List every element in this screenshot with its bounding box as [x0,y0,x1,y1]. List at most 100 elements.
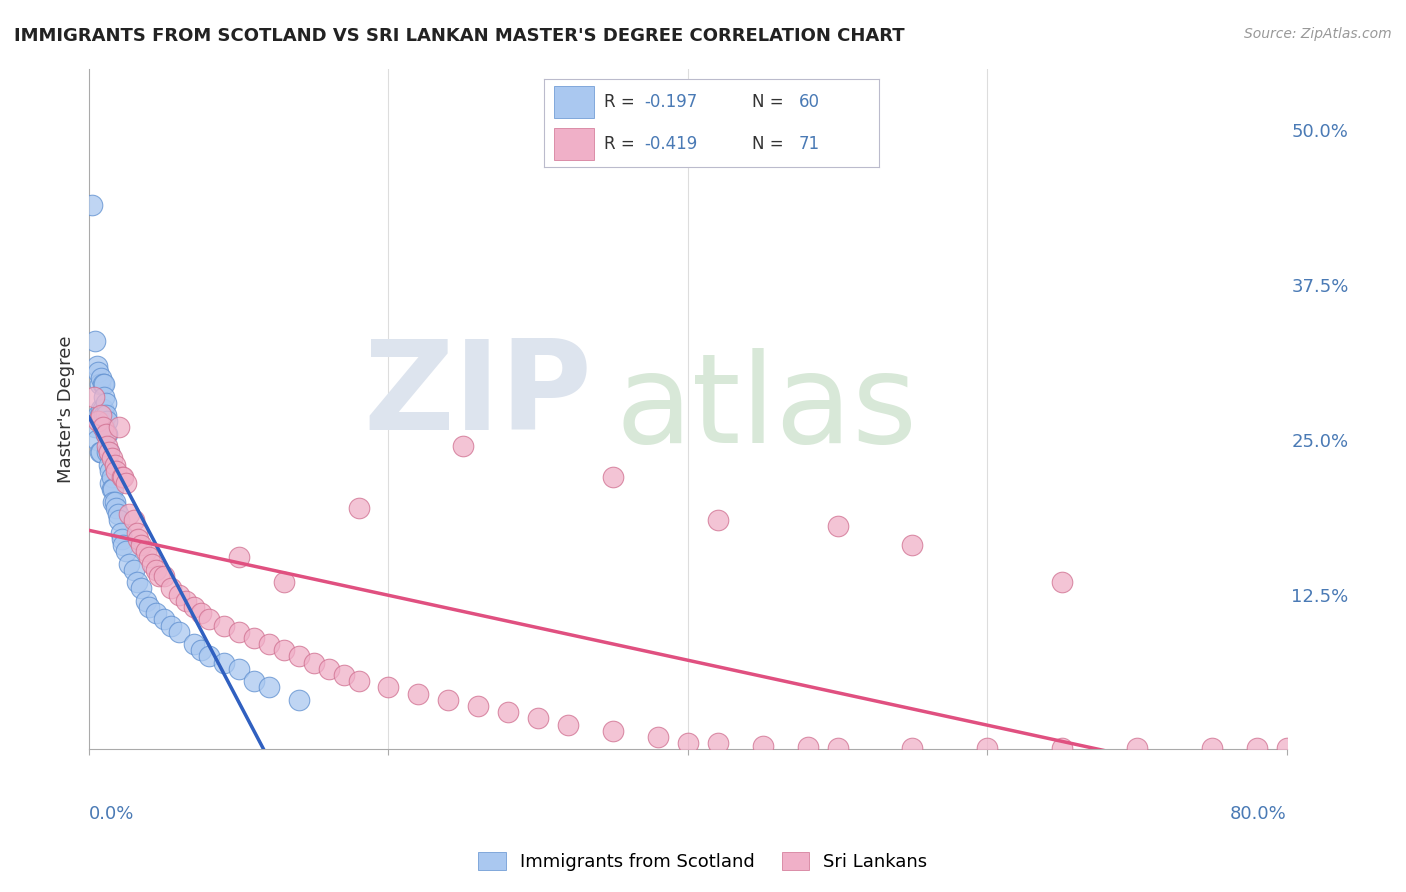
Point [198,649,221,664]
Point [183,599,205,614]
Point [107,507,129,521]
Text: 0.0%: 0.0% [89,805,135,823]
Point [901,538,924,552]
Point [112,470,135,484]
Point [84,334,107,348]
Text: IMMIGRANTS FROM SCOTLAND VS SRI LANKAN MASTER'S DEGREE CORRELATION CHART: IMMIGRANTS FROM SCOTLAND VS SRI LANKAN M… [14,27,904,45]
Point [90,445,112,459]
Text: atlas: atlas [616,349,918,469]
Point [287,692,309,706]
Point [347,500,370,515]
Point [100,483,122,497]
Point [138,599,160,614]
Point [257,637,280,651]
Point [145,606,167,620]
Point [90,408,112,422]
Point [97,445,120,459]
Point [93,377,115,392]
Point [1126,741,1149,756]
Point [242,674,264,689]
Point [167,624,190,639]
Point [602,470,624,484]
Point [122,513,145,527]
Point [287,649,309,664]
Point [257,681,280,695]
Point [101,494,124,508]
Point [105,464,128,478]
Point [101,483,124,497]
Point [212,656,235,670]
Point [135,544,157,558]
Point [93,420,115,434]
Point [141,557,163,571]
Point [86,359,108,373]
Point [212,618,235,632]
Point [676,736,699,750]
Point [90,401,112,416]
Point [97,458,120,472]
Point [108,420,131,434]
Point [94,408,117,422]
Point [1050,741,1073,756]
Point [138,550,160,565]
Point [115,544,138,558]
Point [527,711,550,725]
Point [96,426,118,441]
Point [318,662,340,676]
Point [496,705,519,719]
Point [976,741,998,756]
Point [96,439,118,453]
Point [87,408,110,422]
Point [602,723,624,738]
Point [183,637,205,651]
Point [93,408,115,422]
Point [453,439,475,453]
Point [90,371,112,385]
Point [91,420,114,434]
Point [751,739,773,753]
Point [707,513,730,527]
Point [160,618,183,632]
Point [176,593,198,607]
Point [1201,741,1223,756]
Point [112,538,135,552]
Point [125,525,148,540]
Point [94,426,117,441]
Point [111,470,134,484]
Point [1246,741,1268,756]
Point [91,401,114,416]
Point [98,464,121,478]
Point [94,426,117,441]
Legend: Immigrants from Scotland, Sri Lankans: Immigrants from Scotland, Sri Lankans [471,845,935,879]
Point [127,532,149,546]
Point [827,519,849,533]
Point [89,408,111,422]
Point [332,668,354,682]
Point [87,365,110,379]
Point [105,500,128,515]
Text: Source: ZipAtlas.com: Source: ZipAtlas.com [1244,27,1392,41]
Point [198,612,221,626]
Point [153,612,176,626]
Point [115,476,138,491]
Point [408,687,430,701]
Point [437,692,460,706]
Point [827,741,849,756]
Point [796,739,818,754]
Point [93,390,115,404]
Point [145,563,167,577]
Point [110,525,132,540]
Point [98,476,121,491]
Point [89,377,111,392]
Point [167,588,190,602]
Point [302,656,325,670]
Point [228,550,250,565]
Point [103,494,125,508]
Point [242,631,264,645]
Point [96,445,118,459]
Point [467,698,489,713]
Point [347,674,370,689]
Point [707,736,730,750]
Point [273,643,295,657]
Point [84,420,107,434]
